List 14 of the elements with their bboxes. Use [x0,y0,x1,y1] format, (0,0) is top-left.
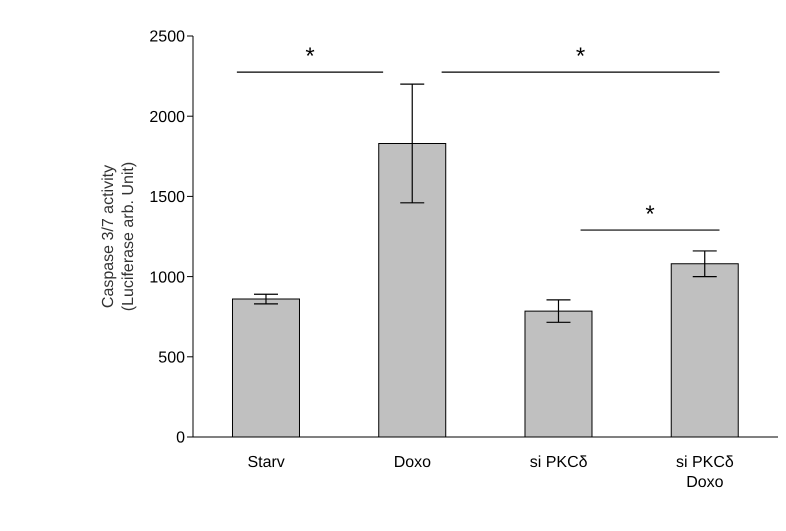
x-tick-label: si PKCδ Doxo [676,454,734,491]
y-tick-label: 2000 [149,108,186,126]
x-tick-label: si PKCδ [530,454,588,471]
x-tick-label: Starv [247,454,285,471]
annotation: * [305,43,315,70]
y-tick-label: 500 [158,349,186,366]
y-tick-label: 2500 [149,28,186,46]
y-tick-label: 1500 [149,189,186,206]
y-tick-label: 0 [176,430,186,447]
y-tick-label: 1000 [149,269,186,286]
annotation: * [576,43,586,70]
x-tick-label: Doxo [394,454,432,471]
y-axis-title: Caspase 3/7 activity (Luciferase arb. Unit) [100,162,137,312]
annotation: * [645,201,655,228]
